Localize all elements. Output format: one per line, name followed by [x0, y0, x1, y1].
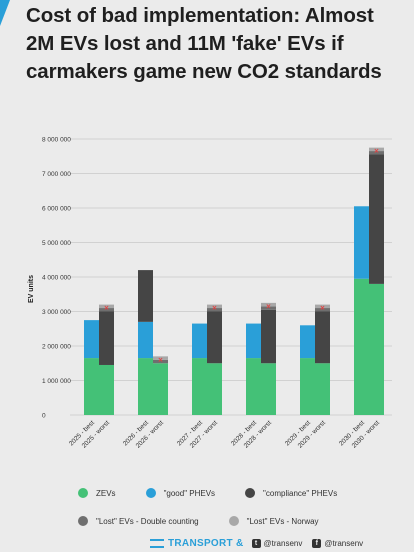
legend-item: ZEVs	[78, 488, 116, 498]
bar-lost-double-counting	[369, 151, 384, 155]
legend-label: ZEVs	[96, 488, 116, 498]
bar-zev	[315, 363, 330, 415]
legend-swatch	[145, 488, 156, 498]
bar-lost-double-counting	[315, 308, 330, 312]
y-tick-label: 3 000 000	[42, 309, 71, 316]
chart-title: Cost of bad implementation: Almost 2M EV…	[26, 4, 382, 83]
bar-compliance-phev	[261, 309, 276, 364]
bar-zev	[261, 363, 276, 415]
y-tick-label: 4 000 000	[42, 275, 71, 282]
bar-good-phev	[354, 206, 369, 279]
facebook-handle[interactable]: f @transenv	[312, 539, 363, 548]
y-tick-label: 5 000 000	[42, 240, 71, 247]
bar-compliance-phev	[99, 311, 114, 365]
twitter-icon: t	[251, 539, 261, 548]
brand-logo-icon	[150, 539, 164, 548]
bar-zev	[138, 358, 153, 415]
legend-swatch	[245, 488, 256, 498]
footer-brand: TRANSPORT &	[168, 538, 244, 549]
y-axis-label: EV units	[28, 275, 35, 303]
twitter-handle-text: @transenv	[263, 539, 303, 548]
legend-label: "compliance" PHEVs	[263, 488, 338, 498]
lost-ev-marker: ×	[320, 304, 325, 313]
bar-compliance-phev	[315, 311, 330, 364]
bar-zev	[153, 363, 168, 415]
bar-lost-double-counting	[207, 308, 222, 312]
lost-ev-marker: ×	[266, 302, 271, 311]
legend-item: "Lost" EVs - Double counting	[78, 516, 199, 526]
legend-row-2: "Lost" EVs - Double counting "Lost" EVs -…	[78, 516, 349, 526]
y-tick-label: 8 000 000	[42, 137, 71, 144]
facebook-handle-text: @transenv	[324, 539, 364, 548]
y-tick-label: 1 000 000	[42, 378, 71, 385]
bar-lost-norway	[207, 304, 222, 309]
bar-good-phev	[138, 321, 153, 359]
bar-lost-double-counting	[153, 359, 168, 364]
lost-ev-marker: ×	[158, 355, 163, 364]
bar-zev	[369, 283, 384, 415]
lost-ev-marker: ×	[212, 304, 217, 313]
bar-lost-norway	[369, 147, 384, 152]
bar-lost-norway	[261, 302, 276, 307]
y-tick-label: 0	[42, 413, 46, 420]
twitter-handle[interactable]: t @transenv	[251, 539, 303, 548]
bar-lost-norway	[315, 304, 330, 309]
bar-lost-double-counting	[261, 306, 276, 310]
legend-label: "Lost" EVs - Norway	[246, 516, 319, 526]
legend-label: "good" PHEVs	[163, 488, 216, 498]
legend-swatch	[228, 516, 239, 526]
y-tick-label: 6 000 000	[42, 206, 71, 213]
facebook-icon: f	[312, 539, 322, 548]
bar-lost-norway	[99, 304, 114, 309]
bar-zev	[99, 364, 114, 415]
legend-row-1: ZEVs "good" PHEVs "compliance" PHEVs	[78, 488, 367, 498]
lost-ev-marker: ×	[104, 304, 109, 313]
bar-compliance-phev	[138, 270, 153, 322]
bar-good-phev	[84, 320, 99, 359]
legend-item: "compliance" PHEVs	[245, 488, 337, 498]
y-tick-label: 2 000 000	[42, 344, 71, 351]
legend-item: "good" PHEVs	[145, 488, 216, 498]
y-tick-label: 7 000 000	[42, 171, 71, 178]
legend-swatch	[78, 516, 88, 526]
bar-good-phev	[192, 323, 207, 359]
legend-swatch	[78, 488, 88, 498]
footer: TRANSPORT & t @transenv f @transenv	[150, 538, 373, 549]
bar-lost-double-counting	[99, 308, 114, 312]
bar-compliance-phev	[207, 311, 222, 364]
bar-zev	[192, 358, 207, 415]
bar-lost-norway	[153, 356, 168, 360]
stacked-bar-chart: 0 1 000 000 2 000 000 3 000 000 4 000 000 5 0…	[28, 137, 392, 450]
bar-good-phev	[246, 323, 261, 359]
bar-zev	[207, 363, 222, 415]
bar-good-phev	[300, 325, 315, 359]
bar-zev	[84, 358, 99, 415]
bar-zev	[300, 358, 315, 415]
bar-zev	[246, 358, 261, 415]
bar-compliance-phev	[369, 154, 384, 284]
legend-label: "Lost" EVs - Double counting	[96, 516, 199, 526]
corner-accent-mark	[0, 0, 10, 26]
bar-zev	[354, 278, 369, 415]
legend-item: "Lost" EVs - Norway	[228, 516, 319, 526]
lost-ev-marker: ×	[374, 147, 379, 156]
